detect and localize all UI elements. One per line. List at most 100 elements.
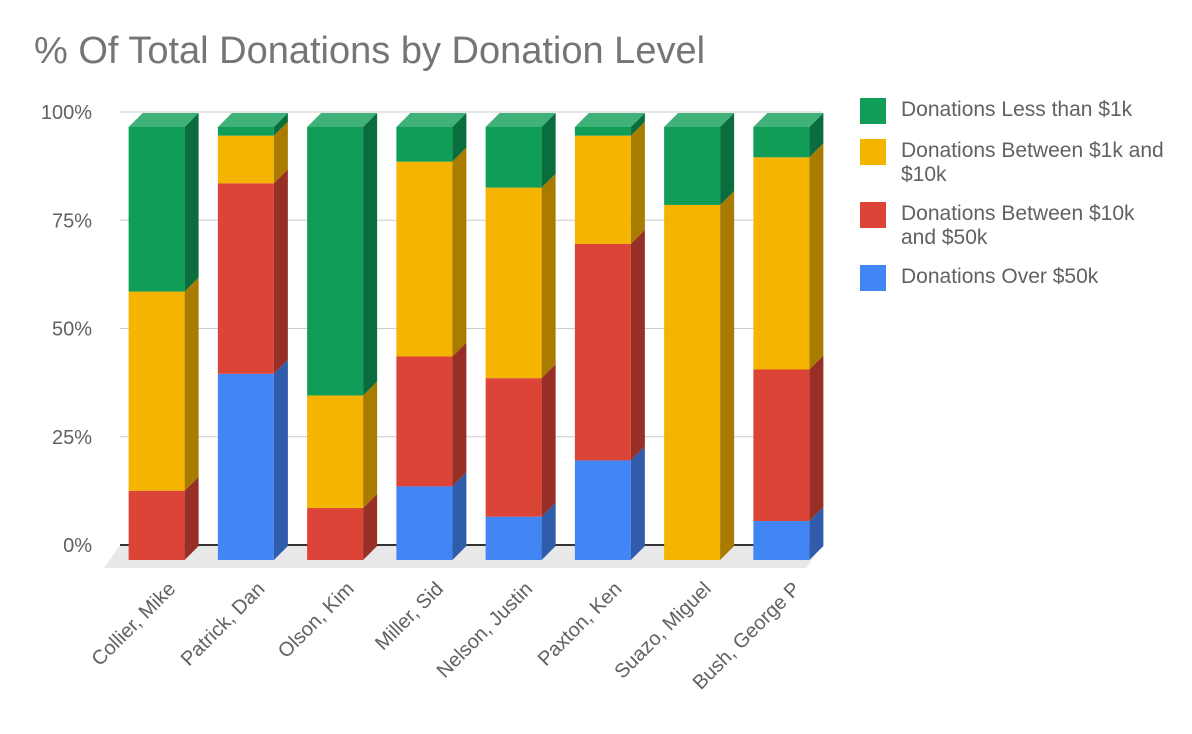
y-tick-label: 100% bbox=[41, 102, 92, 124]
y-tick-label: 0% bbox=[63, 535, 92, 557]
bar-suazo-miguel-donations-between-1k-and-10k bbox=[664, 204, 721, 560]
bar-paxton-ken-donations-over-50k-side bbox=[630, 446, 645, 560]
x-tick-label: Collier, Mike bbox=[88, 578, 181, 671]
legend-item-donations-between-1k-and-10k: Donations Between $1k and $10k bbox=[860, 139, 1180, 187]
x-tick-label: Nelson, Justin bbox=[433, 578, 537, 682]
chart-title: % Of Total Donations by Donation Level bbox=[34, 30, 706, 72]
x-tick-label: Paxton, Ken bbox=[534, 578, 627, 671]
bar-bush-george-p-donations-over-50k bbox=[753, 521, 810, 560]
bar-collier-mike-donations-between-10k-and-50k bbox=[128, 490, 185, 560]
bar-olson-kim-donations-between-1k-and-10k bbox=[307, 395, 364, 509]
bar-miller-sid-donations-over-50k bbox=[396, 486, 453, 560]
legend-label: Donations Between $10k and $50k bbox=[901, 202, 1135, 249]
bar-paxton-ken-donations-over-50k bbox=[574, 460, 631, 560]
bar-olson-kim-donations-less-than-1k bbox=[307, 127, 364, 396]
bar-bush-george-p-donations-between-10k-and-50k-side bbox=[809, 355, 824, 522]
bar-olson-kim-donations-between-1k-and-10k-side bbox=[363, 381, 378, 509]
bar-patrick-dan-donations-over-50k-side bbox=[273, 359, 288, 560]
bar-stack-collier-mike bbox=[128, 113, 199, 560]
legend-item-donations-between-10k-and-50k: Donations Between $10k and $50k bbox=[860, 202, 1180, 250]
chart-floor-plane bbox=[104, 545, 822, 568]
bar-patrick-dan-donations-between-1k-and-10k-side bbox=[273, 121, 288, 184]
legend-label: Donations Between $1k and $10k bbox=[901, 139, 1164, 186]
bar-bush-george-p-donations-between-1k-and-10k bbox=[753, 157, 810, 370]
bar-paxton-ken-donations-less-than-1k-top bbox=[574, 113, 645, 127]
bar-suazo-miguel-donations-less-than-1k bbox=[664, 127, 721, 205]
bar-patrick-dan-donations-less-than-1k-side bbox=[273, 113, 288, 136]
bar-bush-george-p-donations-between-10k-and-50k bbox=[753, 369, 810, 522]
bar-collier-mike-donations-less-than-1k-side bbox=[184, 113, 199, 292]
bar-collier-mike-donations-between-10k-and-50k-side bbox=[184, 476, 199, 560]
legend-swatch bbox=[860, 98, 886, 124]
bar-patrick-dan-donations-between-10k-and-50k-side bbox=[273, 169, 288, 374]
bar-stack-patrick-dan bbox=[217, 113, 288, 560]
bar-miller-sid-donations-between-1k-and-10k-side bbox=[452, 147, 467, 357]
bar-suazo-miguel-donations-less-than-1k-side bbox=[720, 113, 735, 205]
bar-nelson-justin-donations-less-than-1k-side bbox=[541, 113, 556, 188]
y-tick-label: 50% bbox=[52, 319, 92, 341]
bar-miller-sid-donations-between-1k-and-10k bbox=[396, 161, 453, 357]
legend-swatch bbox=[860, 202, 886, 228]
bar-miller-sid-donations-over-50k-side bbox=[452, 472, 467, 560]
bar-stack-bush-george-p bbox=[753, 113, 824, 560]
bar-bush-george-p-donations-less-than-1k-top bbox=[753, 113, 824, 127]
y-tick-label: 25% bbox=[52, 427, 92, 449]
bar-suazo-miguel-donations-between-1k-and-10k-side bbox=[720, 190, 735, 560]
bar-suazo-miguel-donations-less-than-1k-top bbox=[664, 113, 735, 127]
bar-collier-mike-donations-less-than-1k bbox=[128, 127, 185, 292]
bar-stack-suazo-miguel bbox=[664, 113, 735, 560]
bar-paxton-ken-donations-less-than-1k bbox=[574, 127, 631, 136]
bar-stack-olson-kim bbox=[307, 113, 378, 560]
bar-paxton-ken-donations-between-10k-and-50k bbox=[574, 243, 631, 461]
bar-paxton-ken-donations-between-1k-and-10k-side bbox=[630, 121, 645, 244]
bar-paxton-ken-donations-between-10k-and-50k-side bbox=[630, 229, 645, 461]
bar-nelson-justin-donations-less-than-1k-top bbox=[485, 113, 556, 127]
bar-paxton-ken-donations-between-1k-and-10k bbox=[574, 135, 631, 244]
bar-nelson-justin-donations-between-10k-and-50k-side bbox=[541, 364, 556, 517]
bar-miller-sid-donations-less-than-1k-top bbox=[396, 113, 467, 127]
chart-legend: Donations Less than $1k Donations Between… bbox=[860, 98, 1180, 306]
legend-label: Donations Less than $1k bbox=[901, 98, 1133, 121]
bar-bush-george-p-donations-over-50k-side bbox=[809, 507, 824, 560]
bar-patrick-dan-donations-between-10k-and-50k bbox=[217, 183, 274, 374]
bar-nelson-justin-donations-less-than-1k bbox=[485, 127, 542, 188]
legend-label: Donations Over $50k bbox=[901, 265, 1099, 288]
bar-miller-sid-donations-between-10k-and-50k-side bbox=[452, 342, 467, 487]
bar-patrick-dan-donations-less-than-1k-top bbox=[217, 113, 288, 127]
bar-nelson-justin-donations-between-1k-and-10k bbox=[485, 187, 542, 379]
bar-collier-mike-donations-between-1k-and-10k bbox=[128, 291, 185, 491]
bar-patrick-dan-donations-between-1k-and-10k bbox=[217, 135, 274, 184]
bar-nelson-justin-donations-over-50k-side bbox=[541, 502, 556, 560]
y-tick-label: 75% bbox=[52, 210, 92, 232]
legend-item-donations-less-than-1k: Donations Less than $1k bbox=[860, 98, 1180, 124]
bar-collier-mike-donations-between-1k-and-10k-side bbox=[184, 277, 199, 491]
bar-miller-sid-donations-less-than-1k-side bbox=[452, 113, 467, 162]
bar-olson-kim-donations-between-10k-and-50k bbox=[307, 508, 364, 560]
bar-patrick-dan-donations-over-50k bbox=[217, 373, 274, 560]
chart-floor bbox=[104, 545, 822, 568]
bar-stack-paxton-ken bbox=[574, 113, 645, 560]
bar-patrick-dan-donations-less-than-1k bbox=[217, 127, 274, 136]
bar-nelson-justin-donations-between-10k-and-50k bbox=[485, 378, 542, 517]
x-tick-label: Olson, Kim bbox=[274, 578, 359, 663]
bar-nelson-justin-donations-between-1k-and-10k-side bbox=[541, 173, 556, 379]
bar-bush-george-p-donations-between-1k-and-10k-side bbox=[809, 143, 824, 370]
legend-swatch bbox=[860, 265, 886, 291]
bar-miller-sid-donations-less-than-1k bbox=[396, 127, 453, 162]
bar-paxton-ken-donations-less-than-1k-side bbox=[630, 113, 645, 136]
bar-olson-kim-donations-between-10k-and-50k-side bbox=[363, 494, 378, 560]
bar-bush-george-p-donations-less-than-1k-side bbox=[809, 113, 824, 158]
bar-bush-george-p-donations-less-than-1k bbox=[753, 127, 810, 158]
chart-bars bbox=[128, 113, 824, 560]
bar-miller-sid-donations-between-10k-and-50k bbox=[396, 356, 453, 487]
legend-swatch bbox=[860, 139, 886, 165]
bar-stack-nelson-justin bbox=[485, 113, 556, 560]
x-tick-label: Miller, Sid bbox=[371, 578, 448, 655]
legend-item-donations-over-50k: Donations Over $50k bbox=[860, 265, 1180, 291]
bar-olson-kim-donations-less-than-1k-top bbox=[307, 113, 378, 127]
bar-olson-kim-donations-less-than-1k-side bbox=[363, 113, 378, 396]
y-axis-tick-labels: 0% 25% 50% 75% 100% bbox=[41, 102, 92, 557]
x-tick-label: Patrick, Dan bbox=[177, 578, 270, 671]
